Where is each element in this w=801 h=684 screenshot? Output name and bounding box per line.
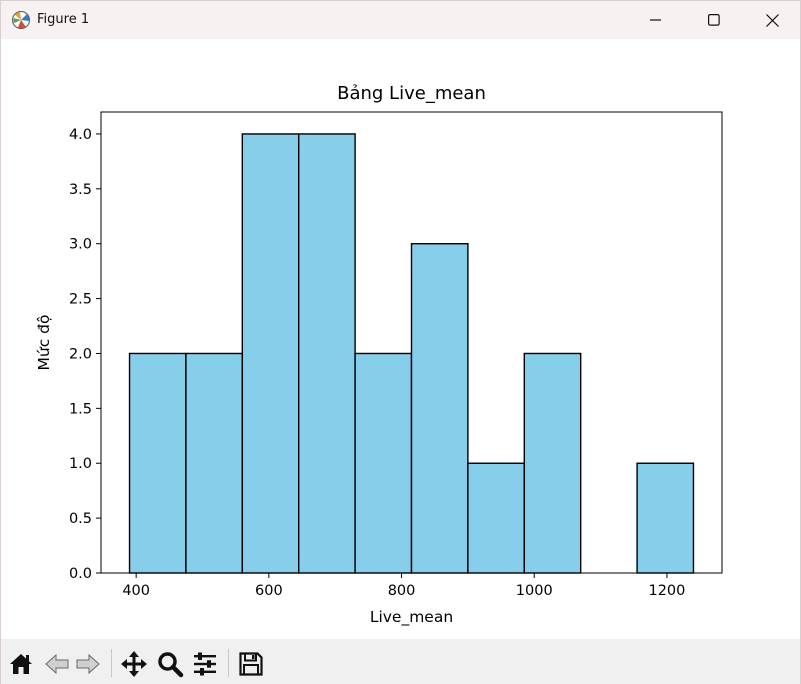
histogram-bar xyxy=(241,133,300,574)
pan-button[interactable] xyxy=(119,649,149,679)
close-button[interactable] xyxy=(743,1,801,39)
maximize-icon xyxy=(708,14,720,26)
minimize-button[interactable] xyxy=(627,1,685,39)
navigation-toolbar xyxy=(1,639,800,684)
chart-title: Bảng Live_mean xyxy=(337,83,486,104)
y-tick-label: 2.5 xyxy=(69,292,92,308)
minimize-icon xyxy=(650,19,661,21)
matplotlib-logo-icon xyxy=(11,10,31,30)
y-tick-label: 0.0 xyxy=(69,566,92,582)
back-icon xyxy=(45,653,69,675)
configure-subplots-icon xyxy=(194,652,216,676)
title-bar[interactable]: Figure 1 xyxy=(1,1,800,39)
histogram-bar xyxy=(354,352,413,574)
x-tick-label: 600 xyxy=(255,583,283,599)
x-tick-label: 400 xyxy=(122,583,150,599)
plot-frame xyxy=(100,111,723,574)
home-icon xyxy=(10,654,32,674)
y-tick-label: 1.0 xyxy=(69,456,92,472)
histogram-bar xyxy=(410,243,469,574)
y-axis-label: Mức độ xyxy=(35,315,53,371)
y-tick-label: 4.0 xyxy=(69,127,92,143)
histogram-bar xyxy=(298,133,356,574)
y-tick-label: 0.5 xyxy=(69,511,92,527)
home-button[interactable] xyxy=(6,649,36,679)
histogram-bar xyxy=(128,352,187,574)
histogram-bar xyxy=(636,462,695,574)
toolbar-separator xyxy=(111,649,112,677)
save-icon xyxy=(239,652,263,676)
toolbar-separator xyxy=(228,649,229,677)
x-axis-label: Live_mean xyxy=(370,608,453,627)
forward-button[interactable] xyxy=(73,649,103,679)
save-button[interactable] xyxy=(236,649,266,679)
figure-canvas[interactable]: 400 600 800 1000 1200 0.0 0.5 1.0 1.5 2.0 2.5 3.0 3.… xyxy=(1,39,800,637)
y-tick-label: 3.0 xyxy=(69,237,92,253)
x-tick-label: 1200 xyxy=(648,583,685,599)
y-tick-label: 2.0 xyxy=(69,346,92,362)
histogram-bar xyxy=(523,352,582,574)
histogram-bar xyxy=(185,352,244,574)
close-icon xyxy=(765,13,779,27)
configure-subplots-button[interactable] xyxy=(190,649,220,679)
x-tick-label: 800 xyxy=(388,583,416,599)
y-tick-label: 3.5 xyxy=(69,182,92,198)
window-title: Figure 1 xyxy=(37,12,90,27)
zoom-button[interactable] xyxy=(155,649,185,679)
x-tick-label: 1000 xyxy=(516,583,553,599)
y-tick-label: 1.5 xyxy=(69,401,92,417)
maximize-button[interactable] xyxy=(685,1,743,39)
histogram-chart: 400 600 800 1000 1200 0.0 0.5 1.0 1.5 2.0 2.5 3.0 3.… xyxy=(35,83,723,627)
forward-icon xyxy=(76,653,100,675)
pan-icon xyxy=(121,651,147,677)
histogram-bar xyxy=(467,462,525,574)
zoom-icon xyxy=(158,652,184,678)
back-button[interactable] xyxy=(42,649,72,679)
